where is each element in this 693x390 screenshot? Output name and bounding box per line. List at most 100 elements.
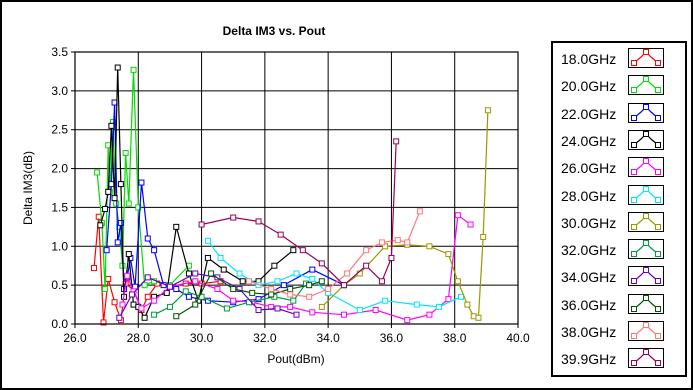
legend-marker	[631, 141, 637, 148]
data-point	[94, 169, 101, 176]
x-tick-label: 36.0	[380, 331, 404, 345]
series-line-34-0ghz	[118, 272, 297, 319]
data-point	[363, 262, 370, 269]
y-axis-label: Delta IM3(dB)	[21, 151, 35, 225]
data-point	[363, 247, 370, 254]
data-point	[125, 200, 132, 207]
data-point	[435, 303, 442, 310]
data-point	[102, 205, 109, 212]
series-line-20-0ghz	[96, 69, 190, 290]
data-point	[299, 247, 306, 254]
chart-title: Delta IM3 vs. Pout	[223, 24, 326, 38]
legend-marker	[631, 114, 637, 121]
legend-marker	[655, 251, 661, 258]
data-point	[138, 179, 145, 186]
data-point	[255, 307, 262, 314]
y-tick-label: 1.5	[51, 200, 68, 214]
data-point	[208, 270, 215, 277]
legend-item: 32.0GHz	[553, 238, 685, 262]
legend-marker-icon	[631, 185, 661, 203]
data-point	[277, 231, 284, 238]
legend-swatch	[628, 157, 664, 178]
data-point	[340, 282, 347, 289]
data-point	[204, 254, 211, 261]
data-point	[290, 247, 297, 254]
data-point	[413, 301, 420, 308]
data-point	[111, 299, 118, 306]
legend-marker	[655, 169, 661, 176]
legend-marker-icon	[631, 103, 661, 121]
legend-marker-icon	[631, 212, 661, 230]
data-point	[192, 270, 199, 277]
legend-swatch	[628, 266, 664, 287]
legend-swatch	[628, 348, 664, 369]
data-point	[108, 181, 115, 188]
data-point	[182, 288, 189, 295]
data-point	[111, 195, 118, 202]
data-point	[464, 301, 471, 308]
legend-marker	[631, 87, 637, 94]
x-tick-label: 30.0	[190, 331, 214, 345]
data-point	[274, 278, 281, 285]
series-38-0ghz	[246, 208, 423, 300]
legend-item: 34.0GHz	[553, 265, 685, 289]
data-point	[426, 243, 433, 250]
legend-marker-icon	[631, 240, 661, 258]
data-point	[268, 286, 275, 293]
legend-swatch	[628, 48, 664, 68]
legend-label: 18.0GHz	[561, 51, 617, 67]
data-point	[185, 270, 192, 277]
data-point	[138, 305, 145, 312]
x-tick-label: 28.0	[127, 331, 151, 345]
legend-marker	[655, 87, 661, 94]
legend-item: 18.0GHz	[553, 47, 685, 71]
data-point	[484, 107, 491, 114]
data-point	[274, 305, 281, 312]
legend-label: 32.0GHz	[561, 242, 617, 259]
legend-item: 20.0GHz	[553, 74, 685, 98]
data-point	[246, 278, 253, 285]
legend-item: 39.9GHz	[553, 347, 685, 371]
data-point	[287, 303, 294, 310]
x-axis-ticks: 26.0 28.0 30.0 32.0 34.0 36.0 38.0 40.0	[63, 324, 530, 345]
y-tick-label: 2.5	[51, 123, 68, 137]
data-point	[151, 247, 158, 254]
data-point	[404, 239, 411, 246]
y-tick-label: 0.5	[51, 278, 68, 292]
legend-item: 24.0GHz	[553, 129, 685, 153]
legend-item: 38.0GHz	[553, 320, 685, 344]
data-point	[426, 311, 433, 318]
series-layer	[90, 64, 491, 326]
legend-marker-icon	[631, 49, 661, 66]
legend-marker	[655, 196, 661, 203]
legend-label: 38.0GHz	[561, 324, 617, 340]
legend-marker	[631, 60, 637, 66]
data-point	[220, 266, 227, 273]
data-point	[192, 301, 199, 308]
data-point	[117, 181, 124, 188]
data-point	[239, 278, 246, 285]
data-point	[103, 247, 110, 254]
legend-label: 26.0GHz	[561, 160, 617, 177]
legend-swatch	[628, 321, 664, 341]
series-22-0ghz	[103, 99, 347, 306]
data-point	[356, 307, 363, 314]
data-point	[163, 289, 170, 296]
y-axis-ticks: 0.0 0.5 1.0 1.5 2.0 2.5 3.0 3.5	[51, 45, 75, 331]
data-point	[309, 309, 316, 316]
legend-marker	[643, 185, 649, 192]
data-point	[255, 218, 262, 225]
legend-marker	[655, 333, 661, 339]
data-point	[287, 291, 294, 298]
data-point	[458, 293, 465, 300]
data-point	[185, 293, 192, 300]
data-point	[97, 222, 104, 229]
data-point	[100, 319, 107, 326]
legend-item: 36.0GHz	[553, 293, 685, 317]
data-point	[378, 278, 385, 285]
legend-item: 22.0GHz	[553, 102, 685, 126]
data-point	[151, 311, 158, 318]
legend-item: 28.0GHz	[553, 184, 685, 208]
series-34-0ghz	[116, 270, 300, 321]
grid	[75, 52, 518, 324]
